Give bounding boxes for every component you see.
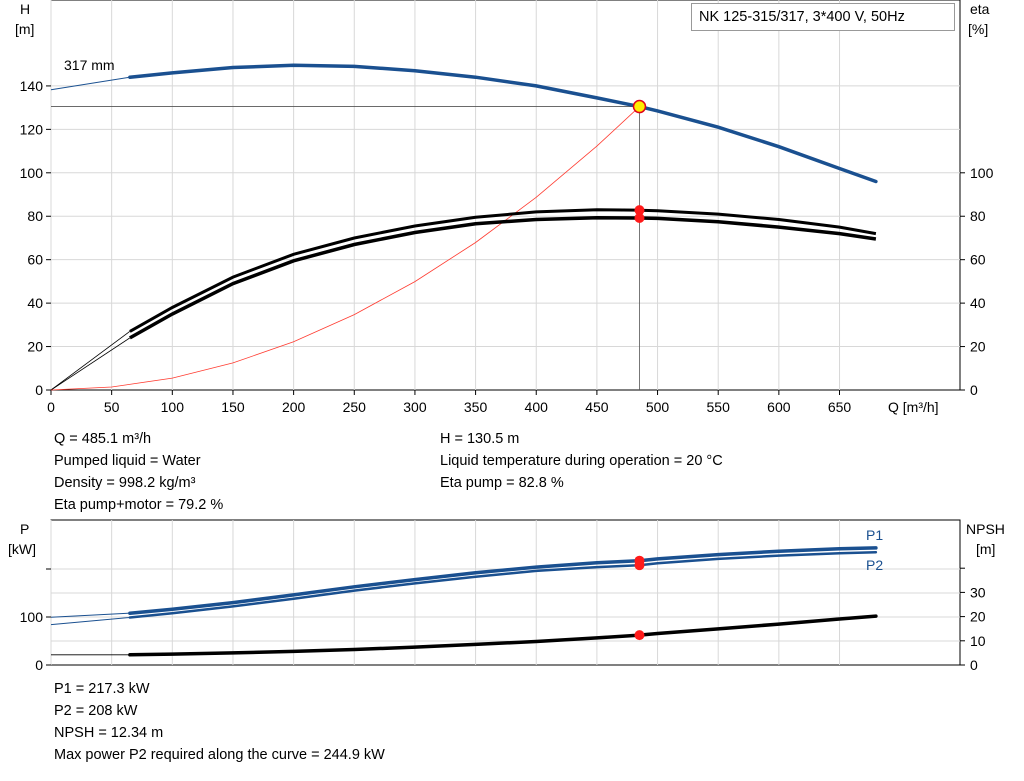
eta-pump-motor-duty-marker (634, 212, 645, 223)
p1-label: P1 (866, 527, 883, 543)
system-curve (50, 106, 640, 391)
y-tick-label-left: 80 (27, 208, 43, 224)
impeller-diameter-label: 317 mm (64, 57, 115, 73)
y-tick-label-right: 20 (970, 339, 986, 355)
operating-info-right: H = 130.5 m Liquid temperature during op… (440, 428, 723, 494)
npsh-axis-unit: [m] (976, 541, 995, 557)
x-tick-label: 200 (282, 399, 306, 415)
info-eta-pump-motor: Eta pump+motor = 79.2 % (54, 497, 224, 513)
power-axis-label: P (20, 521, 29, 537)
eta-pump-curve (129, 208, 877, 333)
y-tick-label-right: 40 (970, 295, 986, 311)
y-axis-unit-right: [%] (968, 21, 988, 37)
power-y-tick-label: 0 (35, 657, 43, 673)
npsh-y-tick-label: 30 (970, 584, 986, 600)
duty-point-marker (632, 99, 647, 114)
y-axis-label-right: eta (970, 1, 990, 17)
x-tick-label: 450 (585, 399, 609, 415)
info-npsh: NPSH = 12.34 m (54, 725, 164, 741)
y-tick-label-right: 0 (970, 382, 978, 398)
chart-title: NK 125-315/317, 3*400 V, 50Hz (699, 9, 905, 25)
p2-curve (128, 550, 878, 619)
y-tick-label-left: 100 (20, 165, 44, 181)
y-tick-label-left: 120 (20, 121, 44, 137)
info-head: H = 130.5 m (440, 431, 520, 447)
p2-duty-marker (634, 560, 645, 571)
head-curve-extension (50, 76, 130, 91)
eta-pump-motor-extension (50, 337, 131, 391)
x-tick-label: 150 (221, 399, 245, 415)
p1-curve (128, 546, 878, 615)
y-tick-label-left: 20 (27, 339, 43, 355)
info-max-p2: Max power P2 required along the curve = … (54, 747, 385, 763)
y-tick-label-right: 60 (970, 252, 986, 268)
npsh-curve (128, 614, 878, 657)
info-flow: Q = 485.1 m³/h (54, 431, 152, 447)
eta-pump-extension (50, 331, 131, 391)
x-axis-label: Q [m³/h] (888, 399, 939, 415)
p2-label: P2 (866, 557, 883, 573)
y-tick-label-right: 100 (970, 165, 994, 181)
x-tick-label: 250 (343, 399, 367, 415)
info-p1: P1 = 217.3 kW (54, 681, 150, 697)
npsh-y-tick-label: 0 (970, 657, 978, 673)
x-tick-label: 550 (707, 399, 731, 415)
info-p2: P2 = 208 kW (54, 703, 138, 719)
x-tick-label: 600 (767, 399, 791, 415)
x-tick-label: 0 (47, 399, 55, 415)
eta-pump-duty-marker (634, 205, 645, 216)
info-liquid: Pumped liquid = Water (54, 453, 201, 469)
head-curve (128, 63, 878, 184)
power-info: P1 = 217.3 kW P2 = 208 kW NPSH = 12.34 m… (54, 678, 385, 766)
x-tick-label: 400 (525, 399, 549, 415)
main-plot-frame (50, 0, 961, 391)
npsh-y-tick-label: 10 (970, 633, 986, 649)
info-density: Density = 998.2 kg/m³ (54, 475, 196, 491)
x-tick-label: 500 (646, 399, 670, 415)
info-temperature: Liquid temperature during operation = 20… (440, 453, 723, 469)
y-tick-label-left: 40 (27, 295, 43, 311)
npsh-y-tick-label: 20 (970, 609, 986, 625)
x-tick-label: 100 (161, 399, 185, 415)
y-axis-unit-left: [m] (15, 21, 34, 37)
y-tick-label-left: 0 (35, 382, 43, 398)
operating-info-left: Q = 485.1 m³/h Pumped liquid = Water Den… (54, 428, 223, 516)
power-axis-unit: [kW] (8, 541, 36, 557)
power-y-tick-label: 100 (20, 609, 44, 625)
npsh-axis-label: NPSH (966, 521, 1005, 537)
chart-title-box: NK 125-315/317, 3*400 V, 50Hz (691, 3, 955, 31)
y-tick-label-left: 140 (20, 78, 44, 94)
info-eta-pump: Eta pump = 82.8 % (440, 475, 564, 491)
y-axis-label-left: H (20, 1, 30, 17)
y-tick-label-left: 60 (27, 252, 43, 268)
x-tick-label: 650 (828, 399, 852, 415)
npsh-duty-marker (634, 630, 645, 641)
p2-extension (50, 616, 130, 626)
eta-pump-motor-curve (129, 216, 877, 340)
p1-extension (50, 612, 130, 618)
y-tick-label-right: 80 (970, 208, 986, 224)
x-tick-label: 350 (464, 399, 488, 415)
x-tick-label: 300 (403, 399, 427, 415)
x-tick-label: 50 (104, 399, 120, 415)
